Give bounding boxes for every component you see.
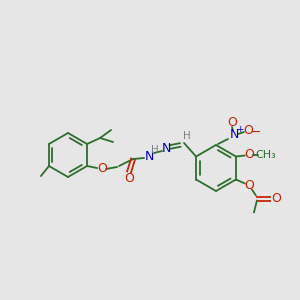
Text: O: O	[97, 163, 107, 176]
Text: N: N	[229, 128, 239, 142]
Text: O: O	[244, 148, 254, 161]
Text: N: N	[161, 142, 171, 155]
Text: N: N	[144, 149, 154, 163]
Text: H: H	[151, 145, 159, 155]
Text: H: H	[183, 131, 191, 141]
Text: O: O	[271, 192, 281, 205]
Text: −: −	[251, 125, 261, 139]
Text: O: O	[243, 124, 253, 137]
Text: O: O	[227, 116, 237, 130]
Text: CH₃: CH₃	[256, 151, 276, 160]
Text: O: O	[124, 172, 134, 184]
Text: +: +	[236, 125, 244, 134]
Text: O: O	[244, 179, 254, 192]
